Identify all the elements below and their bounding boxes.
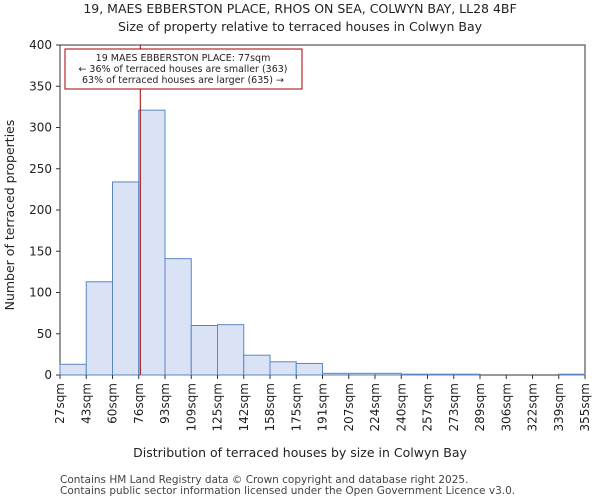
bar-191sqm xyxy=(322,372,350,376)
x-axis-label: Distribution of terraced houses by size … xyxy=(133,445,467,460)
x-tick-label: 191sqm xyxy=(316,383,330,431)
x-tick-label: 273sqm xyxy=(447,383,461,431)
bar-142sqm xyxy=(243,354,271,376)
x-tick-label: 43sqm xyxy=(79,383,93,424)
bar-257sqm xyxy=(427,373,455,376)
x-tick-label: 60sqm xyxy=(106,383,120,424)
bar-109sqm xyxy=(190,325,218,376)
x-tick-label: 339sqm xyxy=(552,383,566,431)
x-tick-label: 158sqm xyxy=(263,383,277,431)
y-tick-label: 250 xyxy=(29,162,52,176)
y-tick-label: 300 xyxy=(29,121,52,135)
y-tick-label: 150 xyxy=(29,244,52,258)
x-tick-label: 93sqm xyxy=(158,383,172,424)
bars xyxy=(59,109,586,376)
annotation-frame xyxy=(64,48,303,90)
x-tick-label: 142sqm xyxy=(237,383,251,431)
y-tick-label: 200 xyxy=(29,203,52,217)
plot-area: 0 50 100 150 200 250 300 350 400 27sqm 43sqm 60sqm… xyxy=(29,38,592,431)
y-axis-ticks: 0 50 100 150 200 250 300 350 400 xyxy=(29,38,60,382)
x-axis-ticks: 27sqm 43sqm 60sqm 76sqm 93sqm 109sqm 125sqm 142… xyxy=(53,375,592,431)
x-tick-label: 125sqm xyxy=(211,383,225,431)
x-tick-label: 240sqm xyxy=(394,383,408,431)
annotation-title: 19 MAES EBBERSTON PLACE: 77sqm xyxy=(96,53,271,64)
bar-93sqm xyxy=(164,258,192,376)
x-tick-label: 257sqm xyxy=(421,383,435,431)
chart-title: 19, MAES EBBERSTON PLACE, RHOS ON SEA, C… xyxy=(83,1,516,16)
bar-207sqm xyxy=(348,372,376,376)
x-tick-label: 207sqm xyxy=(342,383,356,431)
y-tick-label: 50 xyxy=(37,327,52,341)
annotation-box: 19 MAES EBBERSTON PLACE: 77sqm ← 36% of … xyxy=(64,48,303,90)
y-tick-label: 0 xyxy=(44,368,52,382)
bar-60sqm xyxy=(112,181,140,376)
x-tick-label: 76sqm xyxy=(132,383,146,424)
bar-224sqm xyxy=(374,372,402,376)
x-tick-label: 306sqm xyxy=(499,383,513,431)
footer-copyright: Contains HM Land Registry data © Crown c… xyxy=(60,474,468,486)
x-tick-label: 27sqm xyxy=(53,383,67,424)
bar-158sqm xyxy=(269,361,297,376)
bar-273sqm xyxy=(453,373,481,376)
chart-subtitle: Size of property relative to terraced ho… xyxy=(118,19,483,34)
y-axis-label: Number of terraced properties xyxy=(2,120,17,311)
x-tick-label: 289sqm xyxy=(473,383,487,431)
y-tick-label: 350 xyxy=(29,79,52,93)
x-tick-label: 355sqm xyxy=(578,383,592,431)
bar-43sqm xyxy=(85,281,113,376)
x-tick-label: 109sqm xyxy=(184,383,198,431)
footer-licence: Contains public sector information licen… xyxy=(60,485,515,497)
x-tick-label: 224sqm xyxy=(368,383,382,431)
bar-175sqm xyxy=(295,362,323,376)
bar-339sqm xyxy=(558,373,586,376)
bar-76sqm xyxy=(138,109,166,376)
bar-240sqm xyxy=(400,373,428,376)
bar-27sqm xyxy=(59,363,87,376)
annotation-smaller: ← 36% of terraced houses are smaller (36… xyxy=(78,64,287,75)
y-tick-label: 100 xyxy=(29,286,52,300)
annotation-larger: 63% of terraced houses are larger (635) … xyxy=(82,75,284,86)
bar-125sqm xyxy=(217,324,245,376)
y-tick-label: 400 xyxy=(29,38,52,52)
x-tick-label: 175sqm xyxy=(289,383,303,431)
x-tick-label: 322sqm xyxy=(526,383,540,431)
